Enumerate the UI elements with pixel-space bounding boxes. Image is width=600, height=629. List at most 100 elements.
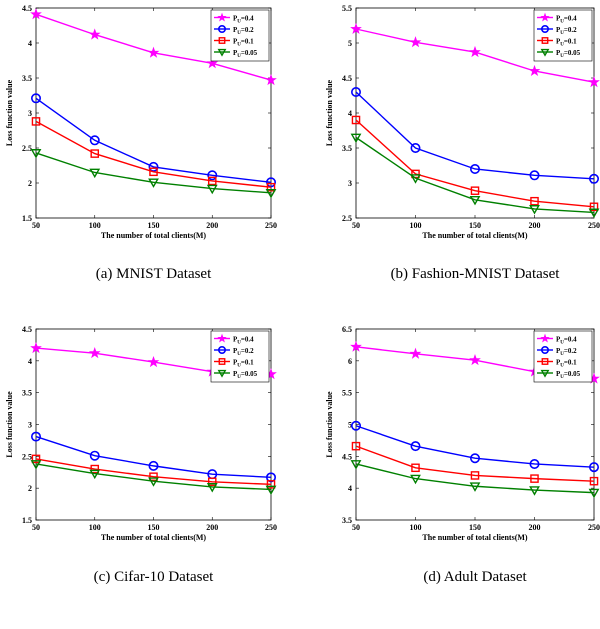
legend-label: PU=0.4 bbox=[233, 15, 254, 25]
x-tick-label: 100 bbox=[89, 523, 101, 532]
series-line bbox=[355, 425, 595, 468]
series-line bbox=[355, 119, 595, 208]
subfigure-caption: (d) Adult Dataset bbox=[423, 569, 527, 585]
star-marker bbox=[540, 333, 550, 343]
triangle-marker bbox=[148, 178, 159, 188]
triangle-marker bbox=[206, 483, 218, 493]
triangle-marker bbox=[217, 369, 227, 378]
y-tick-label: 5 bbox=[348, 39, 352, 48]
triangle-marker bbox=[540, 369, 550, 378]
star-marker bbox=[528, 64, 541, 76]
series-line bbox=[355, 91, 595, 180]
chart-panel: 1.5 2 2.5 3 3.5 4 4.5 50 100 150 200 250 The number … bbox=[5, 4, 277, 282]
y-tick-label: 6 bbox=[348, 357, 352, 366]
series-line bbox=[35, 97, 272, 183]
legend-label: PU=0.05 bbox=[233, 370, 258, 380]
y-tick-label: 2.5 bbox=[342, 214, 352, 223]
y-tick-label: 5.5 bbox=[342, 4, 352, 13]
y-tick-label: 4 bbox=[348, 484, 352, 493]
star-marker bbox=[88, 347, 101, 359]
legend-label: PU=0.1 bbox=[233, 38, 254, 48]
triangle-marker bbox=[350, 460, 362, 470]
square-marker bbox=[266, 182, 276, 192]
series-line bbox=[35, 120, 272, 188]
y-tick-label: 4 bbox=[28, 357, 32, 366]
triangle-marker bbox=[265, 485, 277, 496]
y-axis-label: Loss function value bbox=[5, 391, 14, 458]
triangle-marker bbox=[469, 482, 481, 492]
x-axis-label: The number of total clients(M) bbox=[101, 231, 207, 240]
circle-marker bbox=[540, 24, 549, 33]
series-line bbox=[35, 463, 272, 491]
legend-label: PU=0.4 bbox=[556, 336, 577, 346]
y-tick-label: 3.5 bbox=[342, 516, 352, 525]
square-marker bbox=[541, 37, 549, 44]
circle-marker bbox=[89, 450, 100, 461]
chart-panel: 2.5 3 3.5 4 4.5 5 5.5 50 100 150 200 250 The number … bbox=[325, 4, 600, 282]
y-tick-label: 5.5 bbox=[342, 389, 352, 398]
triangle-marker bbox=[265, 188, 277, 199]
x-tick-label: 200 bbox=[529, 221, 541, 230]
circle-marker bbox=[30, 93, 41, 104]
x-tick-label: 100 bbox=[89, 221, 101, 230]
square-marker bbox=[31, 454, 41, 464]
circle-marker bbox=[469, 453, 480, 464]
triangle-marker bbox=[410, 474, 421, 485]
star-marker bbox=[350, 340, 362, 352]
circle-marker bbox=[30, 431, 41, 442]
star-marker bbox=[88, 28, 101, 40]
x-axis-label: The number of total clients(M) bbox=[101, 533, 207, 542]
x-tick-label: 150 bbox=[469, 523, 481, 532]
square-marker bbox=[589, 476, 599, 486]
legend-label: PU=0.2 bbox=[556, 26, 577, 36]
y-tick-label: 4.5 bbox=[22, 4, 32, 13]
circle-marker bbox=[469, 164, 480, 175]
y-tick-label: 4.5 bbox=[342, 452, 352, 461]
square-marker bbox=[218, 358, 226, 365]
y-tick-label: 3 bbox=[28, 421, 32, 430]
circle-marker bbox=[350, 420, 361, 431]
subfigure-caption: (b) Fashion-MNIST Dataset bbox=[391, 266, 561, 282]
circle-marker bbox=[588, 173, 599, 184]
series-line bbox=[355, 136, 595, 214]
triangle-marker bbox=[30, 460, 42, 470]
square-marker bbox=[589, 202, 599, 212]
y-axis-label: Loss function value bbox=[5, 79, 14, 146]
star-marker bbox=[30, 341, 42, 354]
star-marker bbox=[147, 46, 160, 58]
legend-label: PU=0.05 bbox=[233, 49, 258, 59]
y-tick-label: 3.5 bbox=[22, 389, 32, 398]
x-tick-label: 50 bbox=[32, 523, 40, 532]
star-marker bbox=[350, 22, 362, 34]
star-marker bbox=[409, 36, 422, 48]
circle-marker bbox=[207, 170, 218, 181]
x-axis-label: The number of total clients(M) bbox=[422, 231, 528, 240]
triangle-marker bbox=[410, 174, 421, 184]
chart-panel: 1.5 2 2.5 3 3.5 4 4.5 50 100 150 200 250 The number … bbox=[5, 325, 277, 585]
y-tick-label: 5 bbox=[348, 421, 352, 430]
series-line bbox=[355, 463, 595, 494]
triangle-marker bbox=[89, 469, 101, 480]
x-tick-label: 150 bbox=[469, 221, 481, 230]
triangle-marker bbox=[469, 195, 481, 206]
legend-label: PU=0.2 bbox=[233, 26, 254, 36]
star-marker bbox=[469, 354, 481, 366]
legend-label: PU=0.1 bbox=[556, 38, 577, 48]
star-marker bbox=[540, 12, 550, 22]
square-marker bbox=[90, 464, 100, 474]
square-marker bbox=[530, 196, 539, 206]
circle-marker bbox=[529, 458, 540, 469]
triangle-marker bbox=[206, 184, 218, 195]
legend-label: PU=0.1 bbox=[556, 359, 577, 369]
star-marker bbox=[409, 347, 422, 359]
x-tick-label: 150 bbox=[148, 221, 160, 230]
x-tick-label: 100 bbox=[410, 523, 422, 532]
triangle-marker bbox=[588, 488, 600, 499]
y-tick-label: 2 bbox=[28, 179, 32, 188]
y-tick-label: 6.5 bbox=[342, 325, 352, 334]
circle-marker bbox=[410, 143, 421, 154]
square-marker bbox=[149, 167, 158, 177]
star-marker bbox=[217, 333, 227, 343]
x-tick-label: 250 bbox=[588, 523, 600, 532]
